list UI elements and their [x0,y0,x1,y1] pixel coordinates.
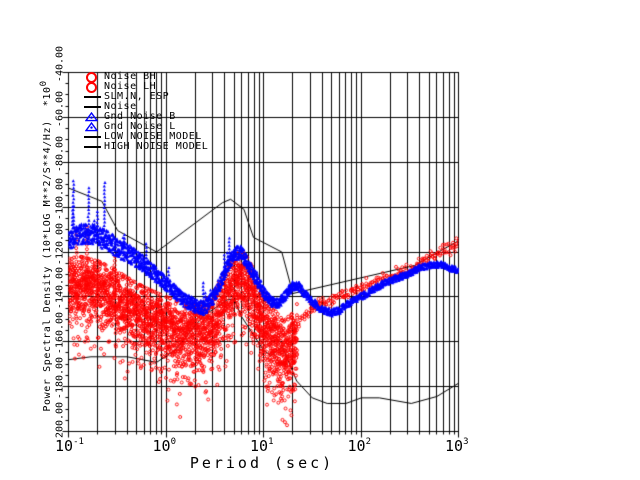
legend-label: Gnd Noise B [104,111,176,122]
legend-line-icon [83,142,104,152]
legend-label: SLM.N, ESP [104,91,170,102]
y-tick-label: -140.00 [54,267,66,310]
legend-item: Gnd Noise B [83,112,208,122]
legend-item: Noise LH [83,81,208,93]
legend-line-icon [83,102,104,112]
legend-circle-icon [83,81,104,93]
legend-triangle-icon [83,112,104,122]
x-tick-label: 101 [250,437,274,455]
legend-triangle-icon [83,122,104,132]
legend-item: HIGH NOISE MODEL [83,142,208,152]
x-tick-label: 100 [152,437,176,455]
legend-label: Noise [104,101,137,112]
x-tick-label: 10-1 [55,437,84,455]
y-axis-title: Power Spectral Density (10*LOG M**2/S**4… [42,120,54,412]
x-tick-label: 103 [445,437,469,455]
y-tick-label: -80.00 [54,135,66,172]
legend-label: Noise LH [104,81,157,92]
y-tick-label: -60.00 [54,90,66,127]
plot-legend: Noise BH Noise LH SLM.N, ESP Noise Gnd Noise… [83,71,208,152]
legend-item: Noise [83,102,208,112]
y-tick-label: -180.00 [54,357,66,400]
legend-label: Noise BH [104,71,157,82]
y-axis-scale-factor: *100 [38,80,54,107]
legend-item: SLM.N, ESP [83,92,208,102]
legend-label: HIGH NOISE MODEL [104,141,209,152]
y-tick-label: -160.00 [54,312,66,355]
legend-label: LOW NOISE MODEL [104,131,202,142]
legend-label: Gnd Noise L [104,121,176,132]
y-tick-label: -120.00 [54,222,66,265]
legend-item: LOW NOISE MODEL [83,132,208,142]
legend-item: Gnd Noise L [83,122,208,132]
y-tick-label: -100.00 [54,177,66,220]
y-tick-label: -40.00 [54,45,66,83]
x-axis-title: Period (sec) [189,454,335,472]
x-tick-label: 102 [347,437,371,455]
legend-circle-icon [83,71,104,83]
legend-line-icon [83,92,104,102]
legend-line-icon [83,132,104,142]
